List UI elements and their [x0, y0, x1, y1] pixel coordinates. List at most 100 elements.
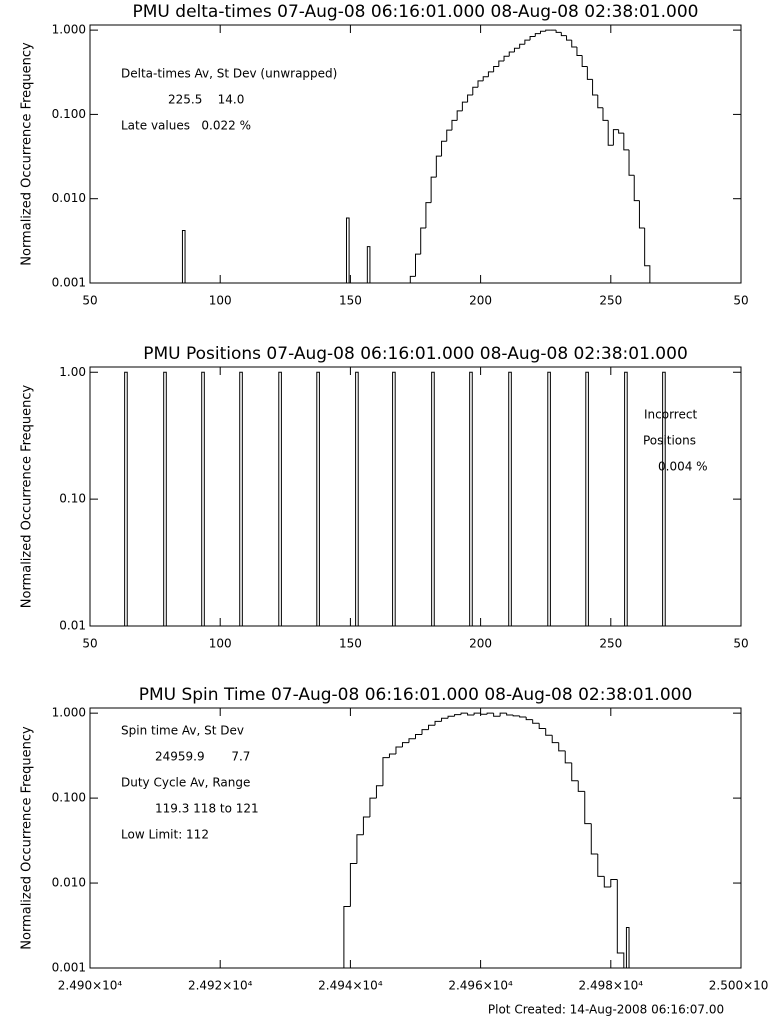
histogram-bin — [487, 71, 494, 77]
annotation: Spin time Av, St Dev — [121, 724, 244, 738]
plot-frame — [89, 366, 742, 627]
histogram-bin — [454, 714, 462, 717]
y-axis-label: Normalized Occurrence Frequency — [20, 42, 35, 266]
x-tick-label: 150 — [339, 637, 362, 651]
histogram-bin — [434, 720, 442, 726]
chart-title: PMU Spin Time 07-Aug-08 06:16:01.000 08-… — [139, 685, 693, 705]
histogram-bin — [467, 94, 473, 103]
x-tick-label: 200 — [469, 294, 492, 308]
histogram-bin — [395, 746, 403, 755]
histogram-bin — [435, 155, 442, 178]
histogram-bin — [382, 757, 390, 786]
histogram-bin — [420, 227, 426, 255]
histogram-bin — [446, 129, 452, 142]
histogram-bin — [597, 853, 605, 877]
y-tick-label: 0.100 — [52, 791, 86, 805]
annotation: 24959.9 7.7 — [155, 750, 250, 764]
histogram-bin — [538, 723, 546, 729]
histogram-bin — [415, 253, 421, 277]
histogram-bin — [356, 834, 364, 864]
histogram-bin — [181, 229, 186, 283]
histogram-bin — [451, 119, 458, 131]
histogram-bin — [633, 175, 640, 202]
histogram-bin — [508, 51, 515, 57]
histogram-bin — [447, 715, 455, 719]
y-tick-label: 0.100 — [52, 107, 86, 121]
x-tick-label: 2.494×10⁴ — [318, 979, 383, 993]
x-tick-label: 50 — [82, 294, 97, 308]
histogram-bin — [560, 32, 567, 37]
histogram-bin — [349, 862, 357, 907]
histogram-bin — [603, 876, 611, 888]
x-tick-label: 150 — [339, 294, 362, 308]
histogram-bin — [519, 715, 527, 718]
x-tick-label: 2.498×10⁴ — [579, 979, 644, 993]
histogram-bin — [638, 200, 645, 229]
histogram-bin — [624, 371, 628, 626]
histogram-bin — [124, 371, 128, 626]
histogram-bin — [343, 905, 351, 968]
histogram-bin — [431, 371, 435, 626]
histogram-bin — [577, 780, 585, 792]
histogram-bin — [428, 724, 436, 730]
histogram-bin — [628, 149, 635, 176]
histogram-bin — [551, 735, 559, 744]
histogram-bin — [408, 738, 416, 743]
histogram-bin — [316, 371, 320, 626]
x-tick-label: 100 — [209, 637, 232, 651]
annotation: Incorrect — [644, 408, 697, 422]
histogram-bin — [456, 110, 463, 121]
histogram-bin — [584, 791, 592, 825]
histogram-bin — [498, 60, 505, 67]
annotation: Delta-times Av, St Dev (unwrapped) — [121, 67, 337, 81]
histogram-bin — [388, 753, 396, 758]
x-tick-label: 250 — [599, 294, 622, 308]
histogram-bin — [566, 35, 572, 41]
x-tick-label: 2.496×10⁴ — [448, 979, 513, 993]
histogram-bin — [625, 926, 630, 968]
y-tick-label: 0.001 — [52, 961, 86, 975]
histogram-bin — [201, 371, 205, 626]
histogram-bin — [571, 762, 579, 782]
histogram-bin — [362, 816, 370, 835]
histogram-bin — [529, 35, 536, 41]
histogram-bin — [644, 227, 651, 283]
annotation: 119.3 118 to 121 — [155, 802, 259, 816]
histogram-bin — [477, 80, 484, 88]
chart-title: PMU Positions 07-Aug-08 06:16:01.000 08-… — [143, 344, 688, 364]
annotation: Duty Cycle Av, Range — [121, 776, 250, 790]
y-tick-label: 0.010 — [52, 876, 86, 890]
annotation: 225.5 14.0 — [168, 93, 244, 107]
histogram-bin — [576, 47, 583, 56]
y-axis-label: Normalized Occurrence Frequency — [20, 726, 35, 950]
annotation: Positions — [643, 434, 696, 448]
histogram-bin — [163, 371, 167, 626]
histogram-bin — [355, 371, 359, 626]
plot-frame — [89, 707, 742, 969]
histogram-bin — [482, 76, 489, 81]
histogram-bin — [662, 371, 666, 626]
histogram-bin — [607, 120, 614, 146]
histogram-bin — [610, 879, 618, 887]
x-tick-label: 250 — [599, 637, 622, 651]
histogram-bin — [616, 879, 625, 968]
histogram-bin — [564, 750, 572, 764]
histogram-bin — [623, 133, 630, 151]
x-tick-label: 100 — [209, 294, 232, 308]
histogram-bin — [460, 712, 468, 715]
histogram-bin — [441, 140, 447, 157]
histogram-bin — [486, 712, 494, 715]
histogram-bin — [239, 371, 243, 626]
histogram-bin — [469, 371, 473, 626]
histogram-bin — [461, 101, 468, 111]
histogram-bin — [472, 86, 478, 95]
histogram-bin — [597, 94, 603, 109]
histogram-bin — [421, 729, 429, 735]
annotation: 0.004 % — [658, 460, 708, 474]
footer: Plot Created: 14-Aug-2008 06:16:07.00 — [488, 1003, 724, 1017]
histogram-bin — [534, 33, 541, 37]
y-tick-label: 0.001 — [52, 276, 86, 290]
histogram-bin — [571, 40, 577, 48]
